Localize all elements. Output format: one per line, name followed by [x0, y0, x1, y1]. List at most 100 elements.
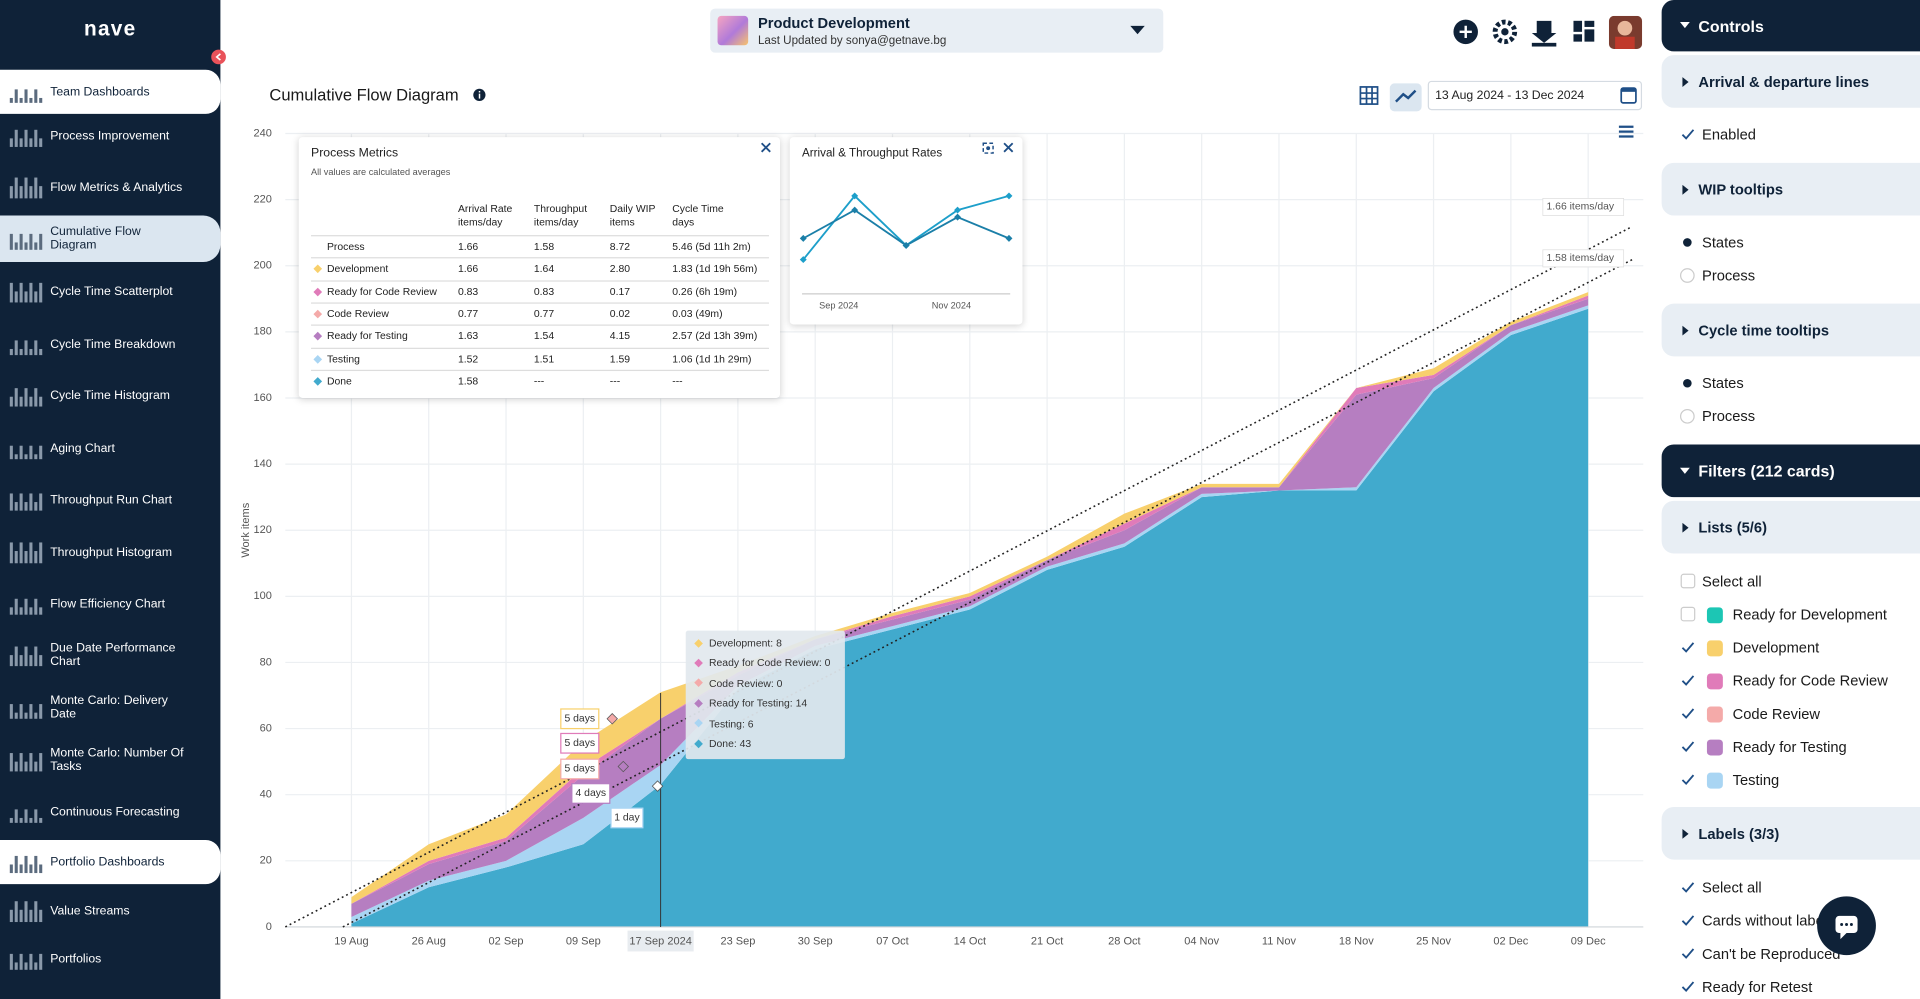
y-tick-label: 40 [260, 789, 272, 801]
metric-cell: --- [610, 374, 620, 386]
checkbox [1680, 639, 1700, 656]
nav-item[interactable]: Continuous Forecasting [0, 790, 220, 834]
section-header[interactable]: WIP tooltips [1662, 163, 1920, 216]
metric-cell: Testing [327, 352, 360, 364]
wip-tooltip: Development: 8Ready for Code Review: 0Co… [686, 631, 845, 760]
avatar[interactable] [1609, 16, 1642, 49]
x-tick-label: 02 Dec [1493, 936, 1528, 948]
icon-bar [10, 607, 13, 614]
icon-bar [34, 454, 37, 459]
row-marker [313, 265, 322, 274]
section-header[interactable]: Arrival & departure lines [1662, 55, 1920, 108]
nav-item[interactable]: Team Dashboards [0, 70, 220, 114]
nav-item[interactable]: Portfolios [0, 937, 220, 981]
icon-bar [10, 283, 13, 303]
option[interactable]: Select all [1680, 572, 1762, 592]
board-name: Product Development [758, 15, 910, 32]
option[interactable]: Process [1680, 266, 1755, 286]
nav-item[interactable]: Due Date Performance Chart [0, 633, 220, 677]
x-tick-label: 30 Sep [798, 936, 833, 948]
row-marker [313, 354, 322, 363]
nav-label: Cycle Time Scatterplot [50, 285, 187, 298]
board-selector[interactable]: Product Development Last Updated by sony… [710, 9, 1163, 53]
caret [1662, 20, 1699, 32]
controls-title: Controls [1698, 17, 1763, 35]
option[interactable]: Process [1680, 407, 1755, 427]
nav-item[interactable]: Process Improvement [0, 114, 220, 158]
check-mark [1682, 916, 1693, 925]
option[interactable]: Code Review [1680, 704, 1820, 724]
checkbox [1680, 672, 1700, 689]
calendar-icon[interactable] [1620, 86, 1637, 104]
option[interactable]: Enabled [1680, 125, 1756, 145]
info-icon[interactable] [473, 88, 486, 101]
nav-icon [7, 849, 44, 876]
nav-item[interactable]: Cumulative Flow Diagram [0, 216, 220, 263]
option[interactable]: Ready for Code Review [1680, 671, 1888, 691]
download-button[interactable] [1532, 21, 1556, 43]
nav-item[interactable]: Flow Metrics & Analytics [0, 165, 220, 209]
option[interactable]: Cards without labels [1680, 911, 1834, 931]
nav-item[interactable]: Throughput Histogram [0, 530, 220, 574]
caret [1662, 183, 1699, 195]
section-header[interactable]: Lists (5/6) [1662, 501, 1920, 554]
list-color [1707, 607, 1723, 623]
option[interactable]: Development [1680, 638, 1819, 658]
close-button[interactable] [760, 142, 772, 154]
icon-bar [29, 446, 32, 459]
icon-bar [24, 242, 27, 249]
nav-item[interactable]: Cycle Time Breakdown [0, 322, 220, 366]
option[interactable]: Ready for Development [1680, 605, 1887, 625]
option[interactable]: Testing [1680, 770, 1779, 790]
checkbox [1680, 912, 1700, 929]
option-label: Development [1733, 639, 1820, 656]
nav-item[interactable]: Portfolio Dashboards [0, 840, 220, 884]
nav-item[interactable]: Monte Carlo: Number Of Tasks [0, 738, 220, 782]
icon-bar [10, 397, 13, 407]
section-header[interactable]: Filters (212 cards) [1662, 444, 1920, 497]
view-toggle[interactable] [1357, 83, 1426, 112]
icon-bar [24, 856, 27, 873]
option[interactable]: Ready for Retest [1680, 977, 1812, 997]
nav-item[interactable]: Aging Chart [0, 426, 220, 470]
nav-label: Flow Metrics & Analytics [50, 181, 187, 194]
option[interactable]: States [1680, 373, 1744, 393]
last-updated: Last Updated by sonya@getnave.bg [758, 34, 946, 47]
nav-item[interactable]: Cycle Time Histogram [0, 373, 220, 417]
nav-item[interactable]: Cycle Time Scatterplot [0, 269, 220, 313]
section-header[interactable]: Cycle time tooltips [1662, 304, 1920, 357]
icon-bar [15, 178, 18, 199]
date-range[interactable]: 13 Aug 2024 - 13 Dec 2024 [1428, 81, 1642, 110]
controls-header[interactable]: Controls [1662, 0, 1920, 51]
section-title: WIP tooltips [1698, 181, 1783, 198]
nav-item[interactable]: Flow Efficiency Chart [0, 582, 220, 626]
x-tick-label: 11 Nov [1262, 936, 1297, 948]
option[interactable]: Ready for Testing [1680, 737, 1847, 757]
metric-cell: Process [327, 240, 365, 252]
x-tick-label: 25 Nov [1416, 936, 1451, 948]
tooltip-marker [694, 719, 703, 728]
y-tick-label: 100 [253, 590, 271, 602]
check-mark [1682, 709, 1693, 718]
nav-item[interactable]: Throughput Run Chart [0, 478, 220, 522]
radio-dot [1681, 269, 1694, 282]
option[interactable]: Select all [1680, 878, 1762, 898]
tooltip-marker [694, 659, 703, 668]
tooltip-marker [694, 739, 703, 748]
section-title: Cycle time tooltips [1698, 321, 1829, 338]
list-color [1707, 706, 1723, 722]
nav-icon [7, 382, 44, 409]
collapse-button[interactable] [211, 49, 227, 65]
icon-bar [20, 234, 23, 250]
chart-menu[interactable] [1619, 125, 1635, 138]
icon-bar [15, 809, 18, 822]
nav-item[interactable]: Value Streams [0, 889, 220, 933]
icon-bar [15, 901, 18, 922]
nav-item[interactable]: Monte Carlo: Delivery Date [0, 686, 220, 730]
layout-button[interactable] [1573, 21, 1594, 42]
option[interactable]: States [1680, 233, 1744, 253]
icon-bar [34, 502, 37, 511]
section-header[interactable]: Labels (3/3) [1662, 807, 1920, 860]
icon-bar [20, 655, 23, 666]
chat-button[interactable] [1816, 895, 1877, 956]
